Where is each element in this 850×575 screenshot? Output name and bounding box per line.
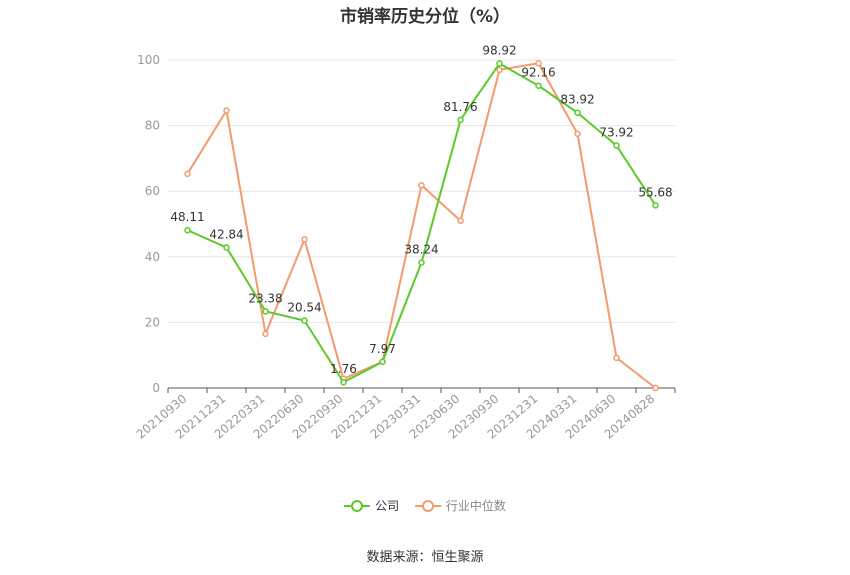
data-label-company: 55.68 (638, 185, 672, 199)
point-industry (652, 384, 659, 392)
point-company (418, 259, 425, 266)
legend-industry-swatch-icon (414, 499, 441, 513)
point-company (262, 308, 269, 315)
y-tick-label: 100 (137, 53, 160, 67)
data-label-company: 42.84 (209, 227, 243, 241)
point-industry (496, 66, 503, 74)
point-industry (457, 217, 464, 224)
data-label-company: 1.76 (330, 362, 357, 376)
legend-company-label: 公司 (375, 499, 400, 513)
data-label-company: 98.92 (482, 44, 516, 58)
point-industry (535, 60, 542, 67)
point-company (535, 82, 542, 89)
point-industry (418, 182, 425, 189)
point-company (457, 116, 464, 124)
point-company (184, 226, 191, 234)
data-label-company: 73.92 (599, 126, 633, 140)
data-label-company: 92.16 (521, 66, 555, 80)
point-industry (574, 130, 581, 138)
point-industry (262, 330, 269, 338)
legend: 公司 行业中位数 (0, 497, 850, 516)
point-company (574, 109, 581, 116)
point-company (379, 358, 386, 366)
legend-item-company[interactable]: 公司 (344, 497, 399, 514)
series-line-company (187, 62, 657, 384)
point-company (340, 378, 347, 386)
y-tick-label: 0 (152, 381, 160, 395)
point-industry (613, 354, 620, 362)
chart-title: 市销率历史分位（%） (339, 7, 511, 27)
point-industry (223, 107, 230, 114)
data-label-company: 48.11 (170, 210, 204, 224)
y-tick-label: 60 (145, 184, 160, 198)
point-company (496, 60, 503, 67)
y-tick-label: 80 (145, 119, 160, 133)
legend-industry-label: 行业中位数 (445, 499, 506, 513)
series-lines (184, 60, 659, 392)
data-source: 数据来源：恒生聚源 (366, 550, 484, 565)
y-tick-label: 20 (145, 315, 160, 329)
grid-lines (168, 59, 675, 323)
data-labels: 48.11 42.84 23.38 20.54 1.76 7.97 38.24 81.76 98… (170, 44, 672, 377)
data-label-company: 83.92 (560, 93, 594, 107)
data-label-company: 38.24 (404, 243, 438, 257)
point-company (613, 142, 620, 149)
point-industry (301, 236, 308, 243)
y-tick-label: 40 (145, 250, 160, 264)
series-line-industry (186, 62, 657, 389)
legend-item-industry[interactable]: 行业中位数 (414, 497, 506, 514)
point-company (652, 202, 659, 209)
point-company (223, 244, 230, 251)
data-label-company: 20.54 (287, 301, 321, 315)
data-label-company: 81.76 (443, 100, 477, 114)
point-company (301, 317, 308, 324)
point-industry (184, 170, 191, 178)
data-label-company: 23.38 (248, 291, 282, 305)
data-label-company: 7.97 (369, 342, 396, 356)
legend-company-swatch-icon (344, 499, 371, 513)
